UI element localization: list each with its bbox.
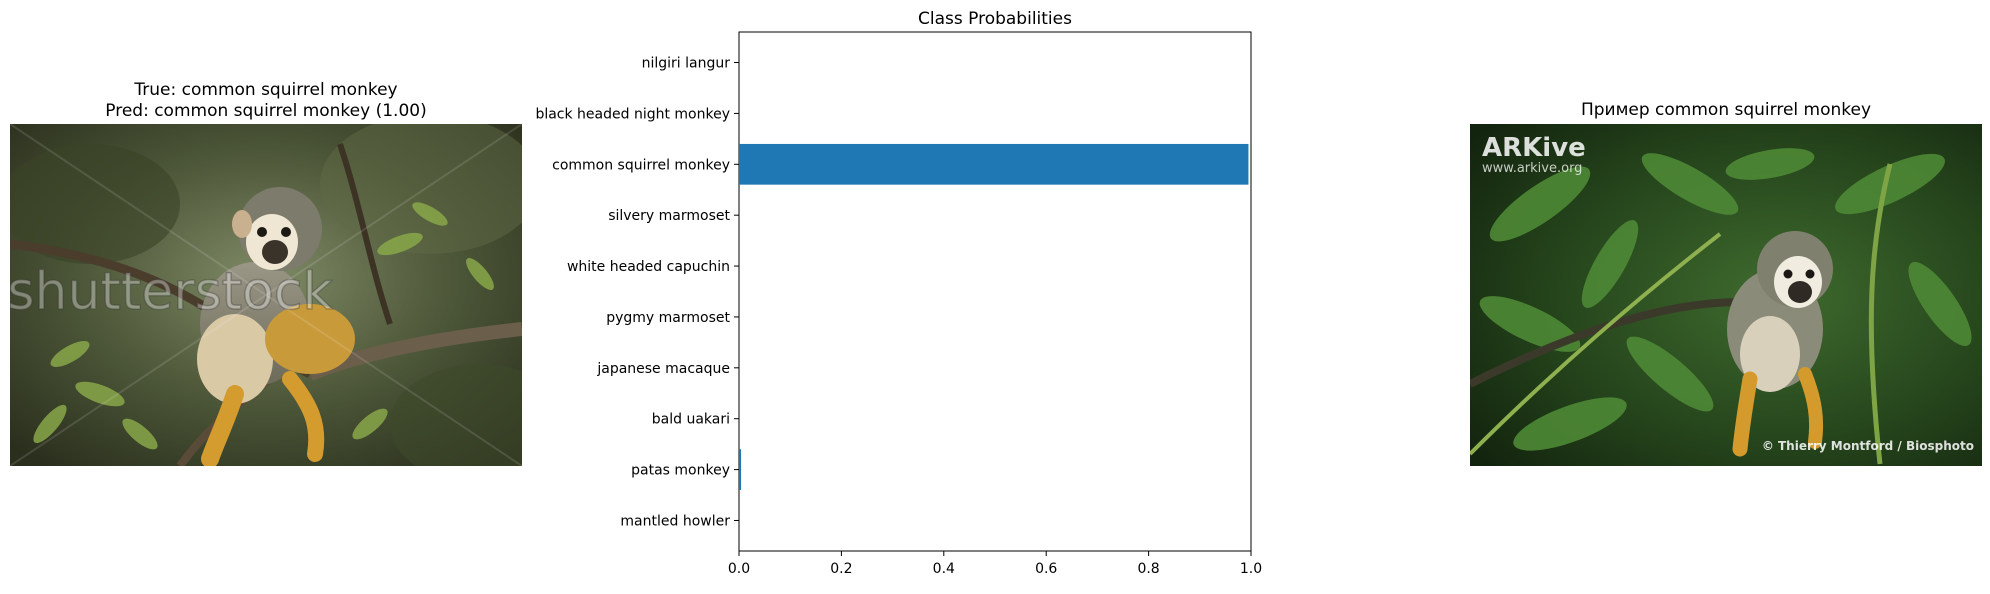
pred-label: Pred: common squirrel monkey (1.00) (105, 101, 427, 121)
bar-common-squirrel-monkey (739, 143, 1249, 185)
y-tick-label: japanese macaque (596, 361, 730, 377)
y-tick-label: silvery marmoset (608, 208, 730, 224)
x-tick-label: 0.6 (1035, 561, 1057, 577)
arkive-logo: ARKive (1482, 133, 1586, 163)
right-photo-drawing: ARKive www.arkive.org © Thierry Montford… (1470, 124, 1982, 466)
x-tick-label: 1.0 (1240, 561, 1262, 577)
y-tick-label: white headed capuchin (567, 259, 730, 275)
plot-frame (738, 31, 1252, 552)
y-tick-label: nilgiri langur (642, 56, 731, 72)
x-tick-label: 0.4 (933, 561, 955, 577)
x-tick-label: 0.0 (728, 561, 750, 577)
right-image-title: Пример common squirrel monkey (1580, 100, 1872, 120)
shutterstock-watermark: shutterstock (10, 262, 333, 322)
y-tick-label: bald uakari (652, 412, 730, 428)
x-tick-label: 0.8 (1137, 561, 1159, 577)
y-tick-label: pygmy marmoset (606, 310, 730, 326)
left-image-title: True: common squirrel monkey Pred: commo… (10, 80, 522, 122)
arkive-url: www.arkive.org (1482, 161, 1582, 176)
chart-title: Class Probabilities (918, 9, 1072, 29)
bar-patas-monkey (739, 449, 742, 490)
left-photo-drawing: shutterstock (10, 124, 522, 466)
y-tick-label: common squirrel monkey (552, 157, 730, 173)
y-tick-label: mantled howler (620, 513, 730, 529)
x-tick-label: 0.2 (830, 561, 852, 577)
y-tick-label: black headed night monkey (535, 106, 730, 122)
y-tick-label: patas monkey (631, 463, 730, 479)
true-label: True: common squirrel monkey (134, 80, 398, 100)
photo-credit: © Thierry Montford / Biosphoto (1762, 439, 1974, 453)
example-squirrel-monkey-photo: ARKive www.arkive.org © Thierry Montford… (1470, 124, 1982, 466)
squirrel-monkey-photo: shutterstock (10, 124, 522, 466)
